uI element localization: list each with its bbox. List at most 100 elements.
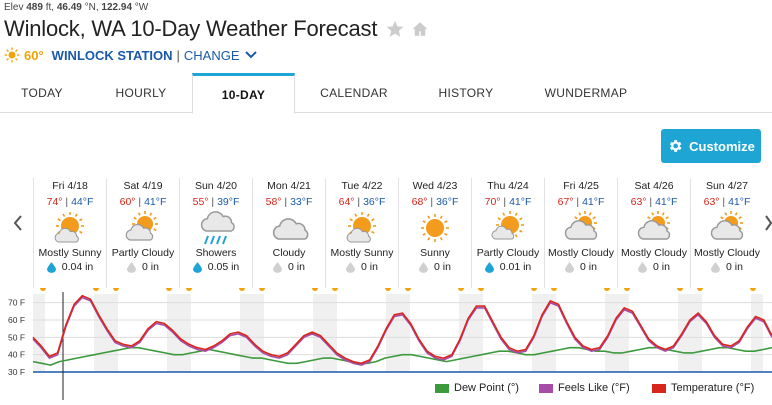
day-condition: Mostly Sunny [38, 247, 102, 259]
latitude-unit: °N, [84, 2, 99, 13]
day-low: 41°F [144, 196, 167, 208]
legend-feels-like[interactable]: Feels Like (°F) [539, 382, 630, 394]
home-icon[interactable] [411, 20, 429, 38]
forecast-day[interactable]: Fri 4/18 74° | 44°F Mostly Sunny 0.04 in [33, 178, 106, 288]
tab-10-day[interactable]: 10-DAY [192, 73, 295, 114]
forecast-day[interactable]: Sat 4/26 63° | 41°F Mostly Cloudy 0 in [617, 178, 690, 288]
forecast-day[interactable]: Thu 4/24 70° | 41°F Partly Cloudy 0.01 i… [471, 178, 544, 288]
day-high: 63° [703, 196, 720, 208]
day-hilo: 70° | 41°F [472, 196, 544, 208]
elevation-info: Elev 489 ft, 46.49 °N, 122.94 °W [4, 2, 148, 13]
precip-amount: 0.05 in [207, 261, 240, 273]
sun-marker-icon [624, 288, 630, 291]
night-band [313, 294, 325, 372]
day-date: Mon 4/21 [267, 180, 311, 192]
hilo-separator: | [576, 196, 583, 208]
raindrop-icon [46, 261, 56, 273]
forecast-day[interactable]: Sun 4/20 55° | 39°F Showers 0.05 in [179, 178, 252, 288]
day-low: 41°F [582, 196, 605, 208]
latitude-value: 46.49 [56, 2, 82, 13]
sun-marker-icon [385, 288, 391, 291]
star-icon[interactable] [385, 19, 405, 39]
gear-icon [670, 140, 682, 152]
page-title: Winlock, WA 10-Day Weather Forecast [4, 16, 378, 41]
y-tick-label: 40 F [8, 350, 25, 360]
sunny-icon [421, 214, 449, 242]
forecast-day[interactable]: Sat 4/19 60° | 41°F Partly Cloudy 0 in [106, 178, 179, 288]
day-date: Wed 4/23 [412, 180, 458, 192]
y-tick-label: 50 F [8, 332, 25, 342]
chevron-down-icon[interactable] [244, 50, 258, 60]
day-date: Sun 4/27 [705, 180, 749, 192]
elev-label: Elev [4, 2, 24, 13]
sun-marker-icon [750, 288, 756, 291]
customize-button[interactable]: Customize [661, 129, 761, 163]
hilo-separator: | [138, 196, 145, 208]
day-high: 64° [338, 196, 355, 208]
station-row: 60° WINLOCK STATION | CHANGE [4, 47, 258, 63]
tab-history[interactable]: HISTORY [438, 86, 494, 100]
day-date: Fri 4/25 [563, 180, 599, 192]
day-hilo: 74° | 44°F [34, 196, 106, 208]
tab-today[interactable]: TODAY [21, 86, 63, 100]
night-band [459, 294, 471, 372]
night-band [605, 294, 617, 372]
hilo-separator: | [284, 196, 291, 208]
forecast-day[interactable]: Fri 4/25 67° | 41°F Mostly Cloudy 0 in [544, 178, 617, 288]
day-hilo: 64° | 36°F [326, 196, 398, 208]
raindrop-empty-icon [638, 261, 648, 273]
day-low: 44°F [71, 196, 94, 208]
sun-marker-icon [478, 288, 484, 291]
day-precip: 0 in [326, 261, 398, 273]
day-condition: Partly Cloudy [111, 247, 175, 259]
hilo-separator: | [430, 196, 437, 208]
showers-icon [200, 211, 235, 245]
station-name[interactable]: WINLOCK STATION [51, 47, 173, 63]
sun-marker-icon [93, 288, 99, 291]
day-hilo: 55° | 39°F [180, 196, 252, 208]
forecast-days: Fri 4/18 74° | 44°F Mostly Sunny 0.04 in… [33, 178, 772, 288]
y-tick-label: 30 F [8, 367, 25, 377]
day-hilo: 67° | 41°F [545, 196, 617, 208]
day-high: 67° [557, 196, 574, 208]
tab-wundermap[interactable]: WUNDERMAP [544, 86, 628, 100]
night-band [751, 294, 763, 372]
day-condition: Mostly Sunny [330, 247, 394, 259]
mostly-sunny-icon [54, 212, 84, 243]
sun-marker-icon [677, 288, 683, 291]
legend-dew-point[interactable]: Dew Point (°) [435, 382, 519, 394]
tab-calendar[interactable]: CALENDAR [320, 86, 388, 100]
sun-marker-icon [551, 288, 557, 291]
day-precip: 0 in [399, 261, 471, 273]
elev-unit: ft, [45, 2, 55, 13]
forecast-day[interactable]: Sun 4/27 63° | 41°F Mostly Cloudy 0 in [690, 178, 763, 288]
day-high: 60° [119, 196, 136, 208]
day-condition: Mostly Cloudy [621, 247, 687, 259]
sun-marker-icon [312, 288, 318, 291]
day-condition: Showers [195, 247, 237, 259]
day-date: Sat 4/26 [634, 180, 674, 192]
night-band [532, 294, 544, 372]
chart-svg: 70 F 60 F 50 F 40 F 30 F [8, 292, 772, 400]
hilo-separator: | [357, 196, 364, 208]
night-band [252, 294, 264, 372]
forecast-day[interactable]: Wed 4/23 68° | 36°F Sunny 0 in [398, 178, 471, 288]
partly-cloudy-sun-icon [491, 211, 524, 240]
tab-hourly[interactable]: HOURLY [115, 86, 167, 100]
forecast-day[interactable]: Tue 4/22 64° | 36°F Mostly Sunny 0 in [325, 178, 398, 288]
night-band [386, 294, 398, 372]
elev-value: 489 [26, 2, 43, 13]
chevron-right-icon[interactable] [764, 214, 772, 232]
change-station-link[interactable]: CHANGE [183, 47, 240, 63]
day-precip: 0 in [107, 261, 179, 273]
forecast-day[interactable]: Mon 4/21 58° | 33°F Cloudy 0 in [252, 178, 325, 288]
day-low: 41°F [728, 196, 751, 208]
day-precip: 0 in [691, 261, 763, 273]
sun-marker-icon [186, 288, 192, 291]
legend-temperature[interactable]: Temperature (°F) [652, 382, 754, 394]
day-date: Fri 4/18 [52, 180, 88, 192]
chevron-left-icon[interactable] [12, 214, 24, 232]
day-high: 74° [46, 196, 63, 208]
hilo-separator: | [503, 196, 510, 208]
sun-marker-icon [113, 288, 119, 291]
